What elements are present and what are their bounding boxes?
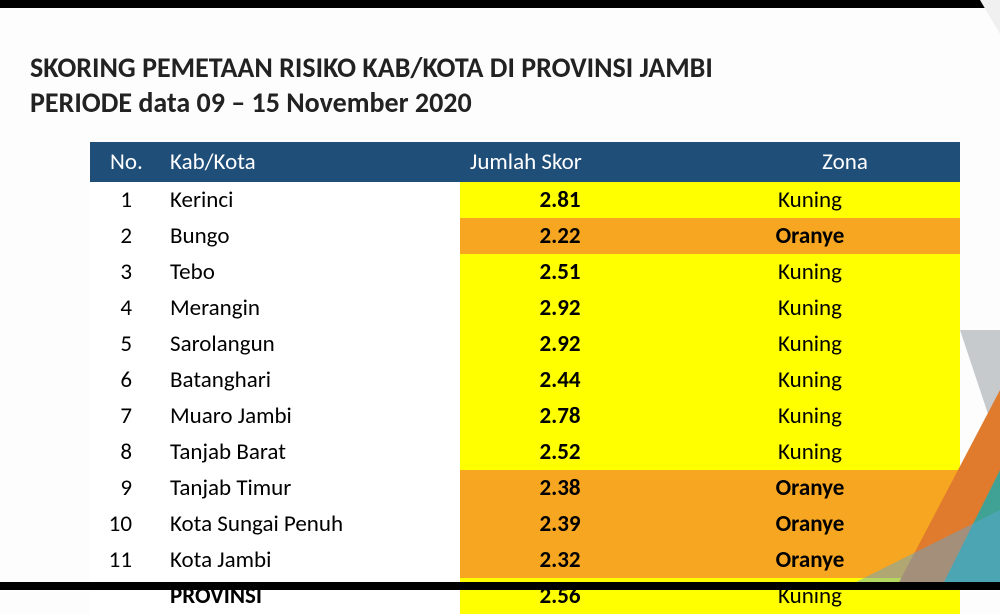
cell-name: Kota Jambi: [160, 542, 460, 578]
slide-title: SKORING PEMETAAN RISIKO KAB/KOTA DI PROV…: [30, 50, 970, 120]
cell-zona: Kuning: [660, 326, 960, 362]
cell-zona: Oranye: [660, 542, 960, 578]
score-table: No. Kab/Kota Jumlah Skor Zona 1Kerinci2.…: [90, 142, 960, 614]
cell-no: 3: [90, 254, 160, 290]
table-row: 4Merangin2.92Kuning: [90, 290, 960, 326]
table-row: 2Bungo2.22Oranye: [90, 218, 960, 254]
cell-no: 10: [90, 506, 160, 542]
cell-skor: 2.92: [460, 326, 660, 362]
cell-skor: 2.51: [460, 254, 660, 290]
cell-no: 5: [90, 326, 160, 362]
table-row: 1Kerinci2.81Kuning: [90, 182, 960, 218]
table-row: 6Batanghari2.44Kuning: [90, 362, 960, 398]
table-body: 1Kerinci2.81Kuning2Bungo2.22Oranye3Tebo2…: [90, 182, 960, 614]
cell-zona: Kuning: [660, 398, 960, 434]
cell-no: 1: [90, 182, 160, 218]
cell-name: Tanjab Timur: [160, 470, 460, 506]
cell-zona: Oranye: [660, 470, 960, 506]
cell-name: Tebo: [160, 254, 460, 290]
cell-no: 4: [90, 290, 160, 326]
table-row: 10Kota Sungai Penuh2.39Oranye: [90, 506, 960, 542]
cell-zona: Kuning: [660, 182, 960, 218]
cell-name: Tanjab Barat: [160, 434, 460, 470]
cell-no: 7: [90, 398, 160, 434]
col-header-skor: Jumlah Skor: [460, 142, 660, 182]
cell-name: Sarolangun: [160, 326, 460, 362]
cell-name: Kota Sungai Penuh: [160, 506, 460, 542]
cell-skor: 2.78: [460, 398, 660, 434]
cell-name: Kerinci: [160, 182, 460, 218]
cell-name: Merangin: [160, 290, 460, 326]
title-line-1: SKORING PEMETAAN RISIKO KAB/KOTA DI PROV…: [30, 50, 713, 85]
cell-zona: Kuning: [660, 254, 960, 290]
cell-no: 6: [90, 362, 160, 398]
letterbox-bottom: [0, 582, 1000, 590]
cell-name: Muaro Jambi: [160, 398, 460, 434]
cell-skor: 2.22: [460, 218, 660, 254]
table-header-row: No. Kab/Kota Jumlah Skor Zona: [90, 142, 960, 182]
cell-no: 2: [90, 218, 160, 254]
cell-skor: 2.39: [460, 506, 660, 542]
slide: SKORING PEMETAAN RISIKO KAB/KOTA DI PROV…: [0, 0, 1000, 590]
cell-no: 11: [90, 542, 160, 578]
table-row: 8Tanjab Barat2.52Kuning: [90, 434, 960, 470]
cell-name: Bungo: [160, 218, 460, 254]
cell-skor: 2.38: [460, 470, 660, 506]
cell-zona: Kuning: [660, 362, 960, 398]
table-row: 9Tanjab Timur2.38Oranye: [90, 470, 960, 506]
col-header-name: Kab/Kota: [160, 142, 460, 182]
table-row: 7Muaro Jambi2.78Kuning: [90, 398, 960, 434]
cell-zona: Kuning: [660, 434, 960, 470]
cell-skor: 2.44: [460, 362, 660, 398]
cell-no: 8: [90, 434, 160, 470]
cell-zona: Kuning: [660, 290, 960, 326]
col-header-no: No.: [90, 142, 160, 182]
score-table-wrap: No. Kab/Kota Jumlah Skor Zona 1Kerinci2.…: [90, 142, 960, 614]
cell-no: 9: [90, 470, 160, 506]
cell-skor: 2.52: [460, 434, 660, 470]
cell-skor: 2.81: [460, 182, 660, 218]
table-row: 3Tebo2.51Kuning: [90, 254, 960, 290]
cell-name: Batanghari: [160, 362, 460, 398]
cell-zona: Oranye: [660, 506, 960, 542]
col-header-zona: Zona: [660, 142, 960, 182]
corner-top-decor: [980, 0, 1000, 34]
cell-zona: Oranye: [660, 218, 960, 254]
table-row: 11Kota Jambi2.32Oranye: [90, 542, 960, 578]
cell-skor: 2.32: [460, 542, 660, 578]
cell-skor: 2.92: [460, 290, 660, 326]
table-row: 5Sarolangun2.92Kuning: [90, 326, 960, 362]
title-line-2: PERIODE data 09 – 15 November 2020: [30, 85, 472, 120]
